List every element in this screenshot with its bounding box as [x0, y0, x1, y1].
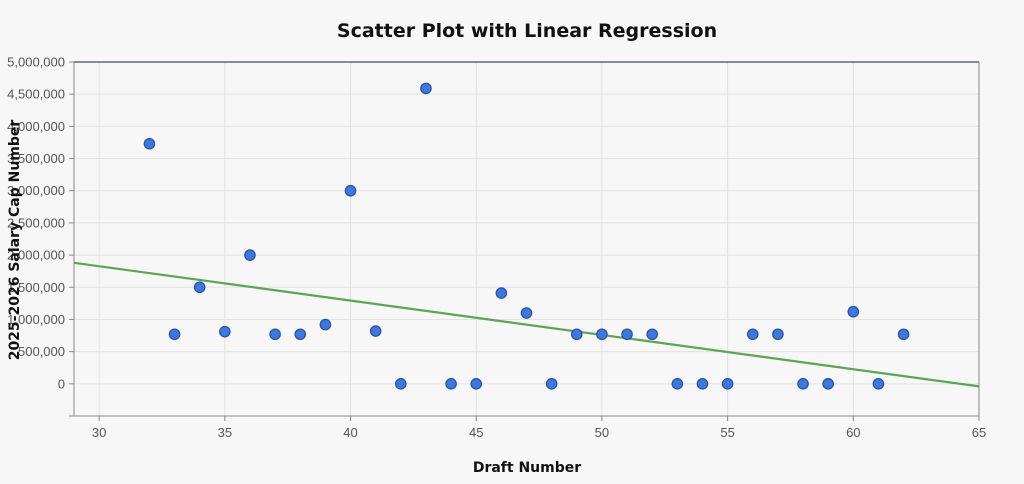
y-tick-label: 3,000,000 [7, 183, 65, 198]
y-tick-label: 500,000 [18, 344, 65, 359]
data-point [721, 378, 734, 390]
y-tick-label: 4,000,000 [7, 119, 65, 134]
data-point [193, 281, 206, 294]
data-point [822, 378, 834, 390]
y-tick-label: 2,500,000 [7, 215, 65, 230]
data-point [797, 378, 809, 390]
data-point [168, 328, 181, 341]
data-point [244, 249, 256, 261]
data-point [646, 328, 658, 341]
x-tick-label: 65 [972, 425, 986, 440]
data-point [445, 378, 457, 390]
x-tick-label: 35 [218, 425, 232, 440]
chart-title: Scatter Plot with Linear Regression [337, 20, 717, 42]
y-tick-label: 1,500,000 [7, 280, 65, 295]
y-tick-label: 1,000,000 [7, 312, 65, 327]
data-point [143, 137, 156, 150]
data-point [470, 378, 483, 390]
data-point [671, 378, 684, 390]
data-point [847, 305, 860, 318]
data-points [143, 82, 910, 390]
data-point [219, 325, 231, 338]
y-tick-label: 5,000,000 [7, 55, 65, 70]
data-point [897, 328, 910, 341]
data-point [772, 328, 784, 341]
data-point [269, 328, 281, 341]
y-tick-label: 4,500,000 [7, 87, 65, 102]
data-point [344, 184, 357, 197]
x-tick-label: 55 [720, 425, 734, 440]
axes [69, 61, 980, 417]
x-axis-ticks: 30 35 40 45 50 55 60 65 [92, 416, 986, 440]
x-axis-label: Draft Number [473, 460, 581, 476]
y-tick-label: 3,500,000 [7, 151, 65, 166]
x-tick-label: 45 [469, 425, 483, 440]
data-point [872, 378, 885, 390]
x-tick-label: 60 [846, 425, 860, 440]
data-point [294, 328, 307, 341]
y-tick-label: 2,000,000 [7, 248, 65, 263]
data-point [369, 325, 382, 337]
data-point [319, 318, 332, 331]
data-point [596, 328, 608, 341]
data-point [621, 328, 633, 341]
regression-line [73, 261, 980, 388]
x-tick-label: 50 [595, 425, 609, 440]
data-point [746, 328, 759, 341]
y-axis-ticks: 0 500,000 1,000,000 1,500,000 2,000,000 2,500… [7, 55, 74, 391]
y-axis-label: 2025-2026 Salary Cap Number [7, 120, 23, 361]
data-point [395, 378, 407, 390]
y-tick-label: 0 [58, 376, 65, 391]
data-point [420, 82, 432, 95]
data-point [520, 307, 533, 319]
data-point [495, 287, 508, 299]
grid [74, 61, 980, 416]
data-point [696, 378, 709, 390]
data-point [570, 328, 583, 341]
data-point [545, 378, 558, 390]
x-tick-label: 30 [92, 425, 106, 440]
x-tick-label: 40 [343, 425, 357, 440]
